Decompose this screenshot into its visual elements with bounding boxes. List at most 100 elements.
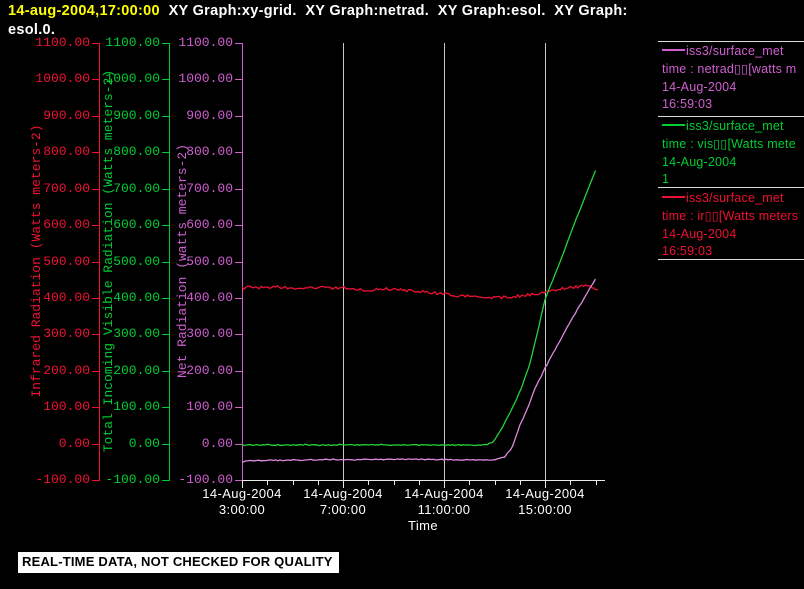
- x-minor-tick: [418, 481, 420, 485]
- y-tick-netrad: [235, 443, 242, 445]
- x-minor-tick: [267, 481, 269, 485]
- x-minor-tick: [494, 481, 496, 485]
- y-tick-label-vis: 300.00: [113, 326, 160, 342]
- x-tick-label-date: 14-Aug-2004: [505, 486, 585, 501]
- y-tick-label-vis: 600.00: [113, 217, 160, 233]
- y-tick-vis: [162, 297, 169, 299]
- y-tick-vis: [162, 334, 169, 336]
- y-tick-label-netrad: 1000.00: [178, 71, 233, 87]
- curve-netrad: [242, 278, 597, 464]
- y-tick-label-netrad: 900.00: [186, 107, 233, 123]
- y-tick-label-netrad: 200.00: [186, 362, 233, 378]
- x-tick-label-time: 7:00:00: [319, 502, 367, 517]
- gridline: [343, 43, 344, 480]
- y-tick-vis: [162, 261, 169, 263]
- x-tick-label-date: 14-Aug-2004: [404, 486, 484, 501]
- legend-separator: [658, 259, 804, 260]
- y-tick-vis: [162, 188, 169, 190]
- y-tick-label-vis: 100.00: [113, 399, 160, 415]
- title-line2: esol.0.: [8, 22, 56, 38]
- y-tick-netrad: [235, 261, 242, 263]
- y-tick-label-netrad: -100.00: [178, 472, 233, 487]
- legend-line: 14-Aug-2004: [662, 79, 737, 94]
- curve-ir: [242, 284, 599, 300]
- y-tick-ir: [92, 115, 99, 117]
- y-tick-netrad: [235, 480, 242, 481]
- legend-separator: [658, 116, 804, 117]
- x-minor-tick: [292, 481, 294, 485]
- y-tick-label-ir: 0.00: [58, 435, 90, 451]
- y-tick-netrad: [235, 152, 242, 154]
- y-axis-line-vis: [169, 43, 170, 481]
- y-tick-label-ir: 200.00: [43, 362, 90, 378]
- y-tick-ir: [92, 407, 99, 409]
- y-tick-label-netrad: 100.00: [186, 399, 233, 415]
- title-bar: 14-aug-2004,17:00:00 XY Graph:xy-grid. X…: [8, 3, 628, 19]
- y-tick-ir: [92, 79, 99, 81]
- legend-series-name: iss3/surface_met: [662, 44, 804, 58]
- y-tick-netrad: [235, 79, 242, 81]
- title-graph-list: XY Graph:xy-grid. XY Graph:netrad. XY Gr…: [159, 3, 628, 19]
- y-tick-vis: [162, 115, 169, 117]
- y-tick-label-vis: 200.00: [113, 362, 160, 378]
- y-tick-ir: [92, 297, 99, 299]
- x-minor-tick: [570, 481, 572, 485]
- y-tick-label-netrad: 700.00: [186, 180, 233, 196]
- y-tick-label-ir: 700.00: [43, 180, 90, 196]
- legend-line: time : ir▯▯[Watts meters: [662, 208, 799, 223]
- y-tick-ir: [92, 225, 99, 227]
- y-tick-netrad: [235, 225, 242, 227]
- legend-swatch: [662, 124, 685, 127]
- legend-swatch: [662, 49, 685, 52]
- y-tick-netrad: [235, 297, 242, 299]
- y-tick-ir: [92, 443, 99, 445]
- x-minor-tick: [595, 481, 597, 485]
- y-tick-ir: [92, 188, 99, 190]
- y-tick-vis: [162, 152, 169, 154]
- legend-series-name: iss3/surface_met: [662, 191, 804, 205]
- x-minor-tick: [469, 481, 471, 485]
- y-tick-netrad: [235, 115, 242, 117]
- y-tick-label-ir: 800.00: [43, 144, 90, 160]
- y-tick-label-vis: 800.00: [113, 144, 160, 160]
- y-tick-vis: [162, 79, 169, 81]
- y-tick-vis: [162, 225, 169, 227]
- x-major-tick: [343, 481, 344, 488]
- y-tick-label-netrad: 300.00: [186, 326, 233, 342]
- legend-line: 14-Aug-2004: [662, 154, 737, 169]
- x-tick-label-date: 14-Aug-2004: [202, 486, 282, 501]
- legend-line: time : vis▯▯[Watts mete: [662, 136, 796, 151]
- y-tick-netrad: [235, 370, 242, 372]
- title-timestamp: 14-aug-2004,17:00:00: [8, 3, 160, 19]
- y-tick-label-ir: 1100.00: [35, 35, 90, 50]
- y-tick-label-vis: 700.00: [113, 180, 160, 196]
- y-tick-label-ir: 500.00: [43, 253, 90, 269]
- gridline: [545, 43, 546, 480]
- legend-line: 16:59:03: [662, 97, 713, 112]
- y-tick-netrad: [235, 407, 242, 409]
- y-tick-label-netrad: 0.00: [201, 435, 233, 451]
- x-tick-label-time: 15:00:00: [518, 502, 572, 517]
- x-minor-tick: [393, 481, 395, 485]
- x-axis-line: [242, 480, 605, 481]
- x-major-tick: [545, 481, 546, 488]
- x-minor-tick: [317, 481, 319, 485]
- gridline: [444, 43, 445, 480]
- y-tick-label-ir: 600.00: [43, 217, 90, 233]
- x-major-tick: [444, 481, 445, 488]
- y-tick-ir: [92, 370, 99, 372]
- y-tick-label-netrad: 400.00: [186, 289, 233, 305]
- y-tick-label-netrad: 800.00: [186, 144, 233, 160]
- y-tick-vis: [162, 370, 169, 372]
- y-tick-label-ir: 900.00: [43, 107, 90, 123]
- y-tick-vis: [162, 407, 169, 409]
- y-tick-label-vis: 900.00: [113, 107, 160, 123]
- y-tick-ir: [92, 480, 99, 481]
- y-tick-vis: [162, 480, 169, 481]
- y-axis-line-netrad: [242, 43, 243, 481]
- quality-banner: REAL-TIME DATA, NOT CHECKED FOR QUALITY: [18, 552, 339, 573]
- y-tick-vis: [162, 43, 169, 44]
